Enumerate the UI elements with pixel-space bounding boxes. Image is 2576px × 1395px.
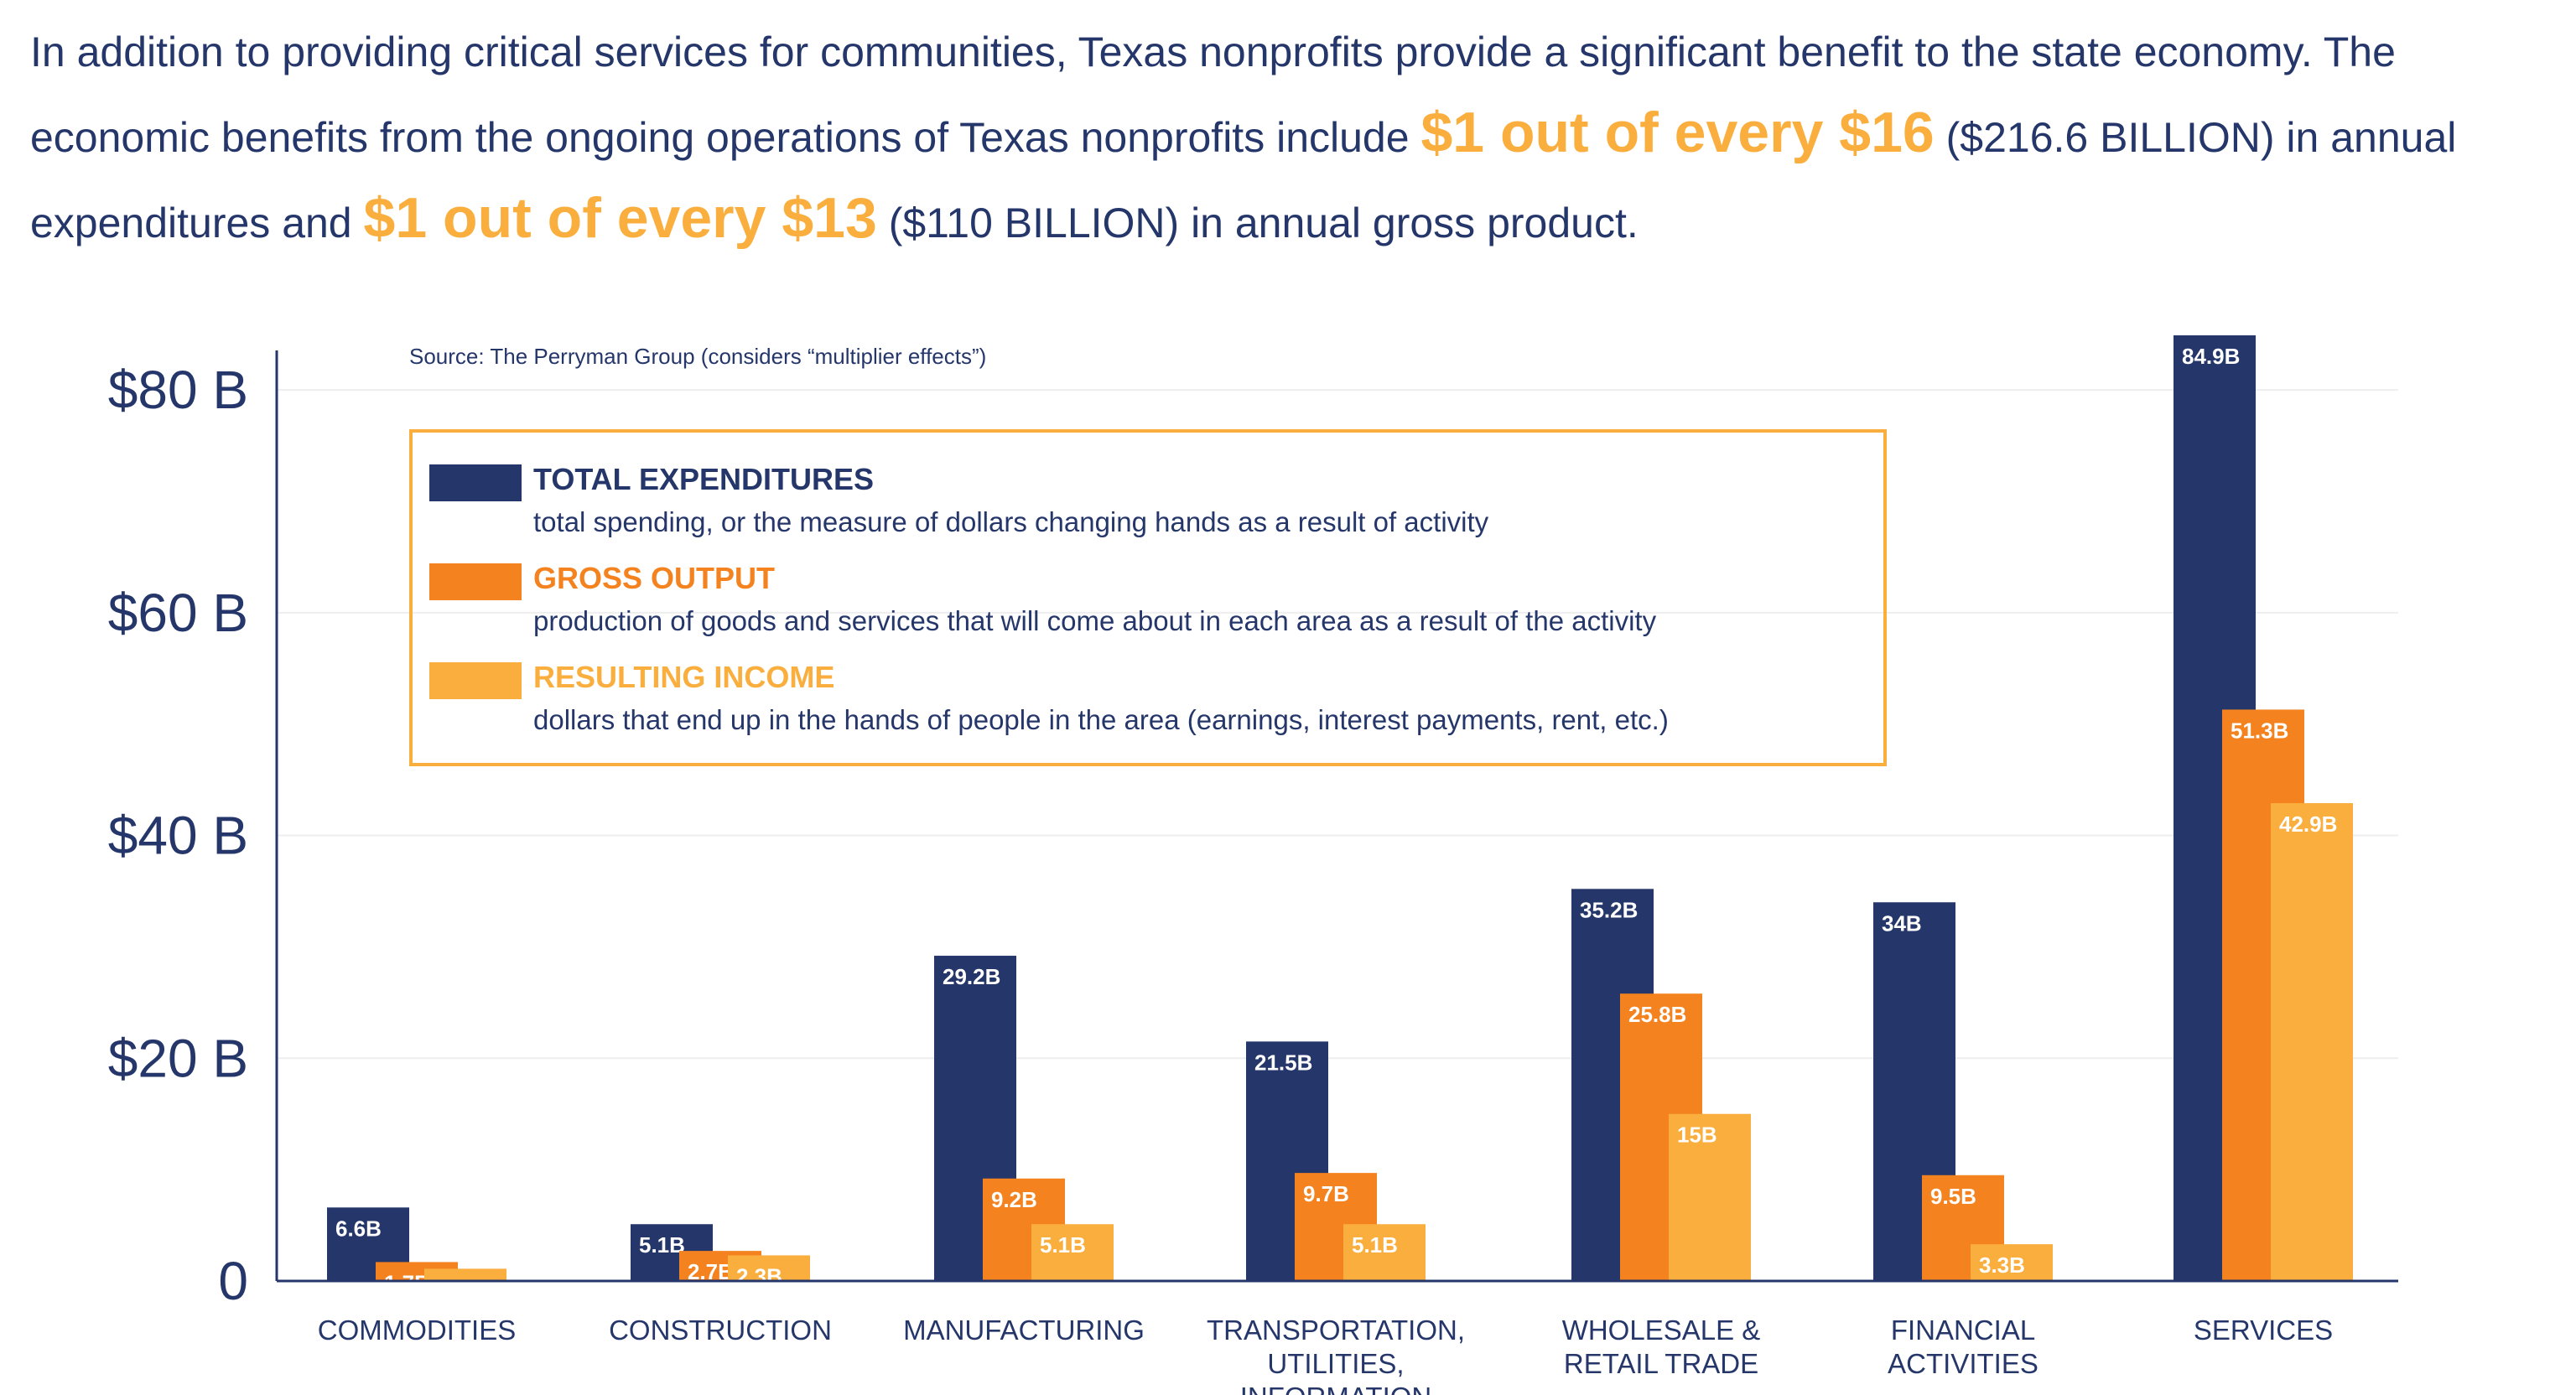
intro-paragraph: In addition to providing critical servic… (30, 12, 2512, 263)
bar-value-label: 6.6B (335, 1216, 382, 1241)
bar-value-label: 5.1B (1352, 1232, 1398, 1258)
bar-value-label: 25.8B (1628, 1002, 1686, 1027)
intro-text-2: ($216.6 BILLION) in annual expenditures … (30, 114, 2457, 246)
x-category-label: FINANCIAL ACTIVITIES (1888, 1315, 2038, 1379)
bar-value-label: 9.2B (991, 1187, 1037, 1212)
bar-value-label: 34B (1882, 910, 1922, 936)
y-axis-ticks: 0 $20 B $40 B $60 B $80 B (108, 360, 248, 1311)
bar-value-label: 2.3B (736, 1263, 782, 1289)
intro-highlight-gross-product: $1 out of every $13 (363, 186, 877, 250)
x-category-label: MANUFACTURING (903, 1315, 1145, 1346)
legend-box (409, 429, 1887, 766)
x-category-label: CONSTRUCTION (609, 1315, 832, 1346)
bar-value-label: 3.3B (1979, 1252, 2025, 1278)
bar-value-label: 29.2B (943, 964, 1000, 989)
bar-value-label: 84.9B (2182, 344, 2240, 369)
x-axis-categories: COMMODITIES CONSTRUCTION MANUFACTURING TRAN… (318, 1315, 2333, 1395)
y-tick-label: $40 B (108, 806, 248, 866)
bar-value-label: 42.9B (2279, 812, 2337, 837)
bar-value-label: 1.7B (384, 1270, 430, 1295)
legend-title: GROSS OUTPUT (533, 561, 775, 595)
chart-source: Source: The Perryman Group (considers “m… (409, 344, 986, 369)
bar-value-label: 9.5B (1930, 1184, 1976, 1209)
bar-value-label: 15B (1677, 1123, 1717, 1148)
bar-resulting-income (1343, 1224, 1426, 1281)
intro-text-1: In addition to providing critical servic… (30, 29, 2396, 161)
intro-text-3: ($110 BILLION) in annual gross product. (876, 200, 1639, 246)
legend-description: total spending, or the measure of dollar… (533, 506, 1489, 537)
bar-resulting-income (2271, 803, 2353, 1281)
bar-resulting-income (728, 1255, 810, 1281)
legend-swatch (429, 662, 522, 699)
bar-value-label: 51.3B (2231, 718, 2288, 743)
legend-swatch (429, 563, 522, 600)
legend-description: dollars that end up in the hands of peop… (533, 704, 1669, 735)
x-category-label: TRANSPORTATION,UTILITIES,INFORMATION (1207, 1315, 1465, 1395)
bar-value-label: 9.7B (1303, 1181, 1349, 1206)
y-tick-label: $60 B (108, 583, 248, 643)
x-category-label: COMMODITIES (318, 1315, 517, 1346)
intro-highlight-expenditures: $1 out of every $16 (1420, 101, 1935, 164)
bars: 6.6B1.7B 1.1B5.1B2.7B 2.3B29.2B9.2B5.1B21.… (327, 335, 2353, 1302)
legend-description: production of goods and services that wi… (533, 605, 1657, 636)
bar-resulting-income (1971, 1244, 2053, 1281)
legend-swatch (429, 464, 522, 501)
bar-value-label: 5.1B (1040, 1232, 1086, 1258)
x-category-label: WHOLESALE & RETAIL TRADE (1562, 1315, 1761, 1379)
y-tick-label: $20 B (108, 1028, 248, 1088)
x-category-label: SERVICES (2194, 1315, 2333, 1346)
bar-value-label: 5.1B (639, 1232, 685, 1258)
bar-resulting-income (424, 1268, 506, 1281)
bar-resulting-income (1669, 1113, 1751, 1281)
bar-value-label: 21.5B (1254, 1050, 1312, 1075)
legend-title: RESULTING INCOME (533, 660, 834, 694)
gridlines (277, 389, 2398, 1060)
y-tick-label: 0 (218, 1251, 248, 1311)
legend: TOTAL EXPENDITURES total spending, or the… (409, 429, 1887, 766)
y-tick-label: $80 B (108, 360, 248, 420)
bar-resulting-income (1031, 1224, 1114, 1281)
bar-value-label: 35.2B (1580, 897, 1638, 922)
legend-title: TOTAL EXPENDITURES (533, 462, 874, 496)
